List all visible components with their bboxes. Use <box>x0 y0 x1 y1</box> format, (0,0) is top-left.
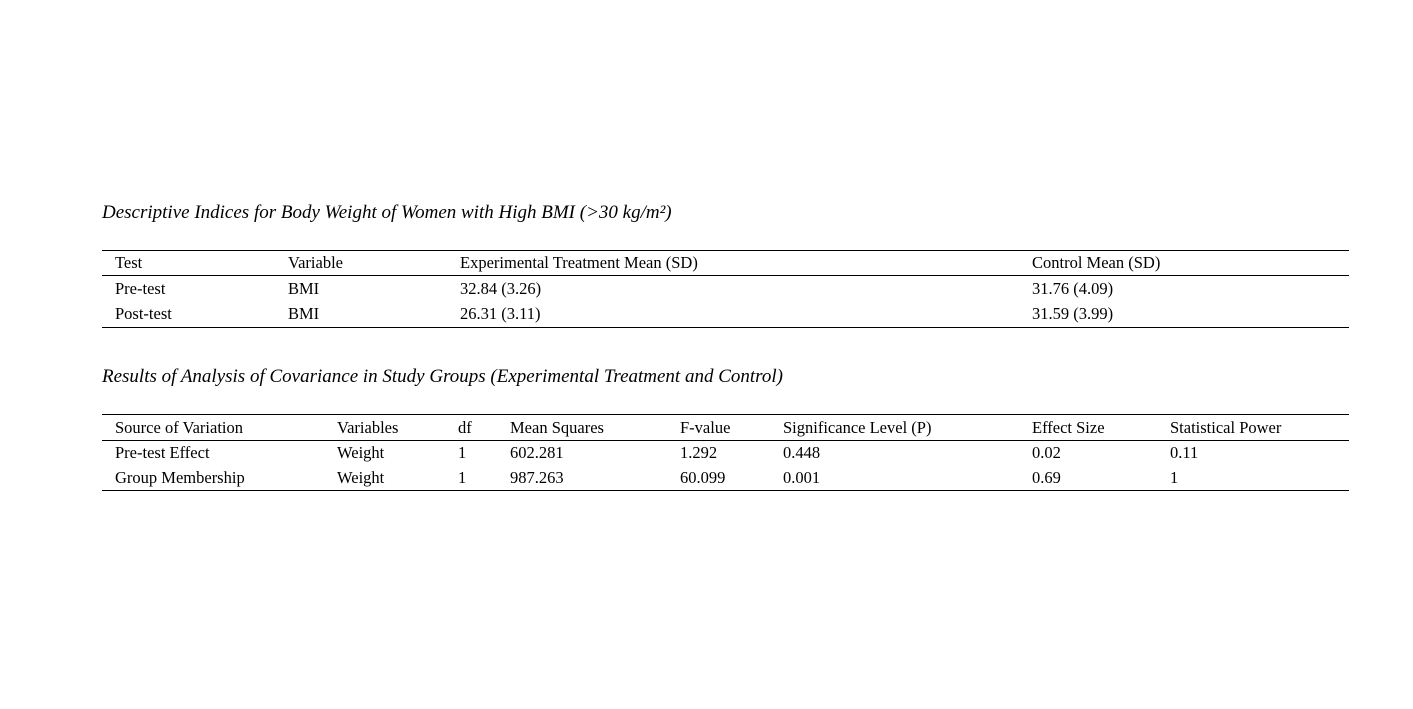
table-header-row: Source of Variation Variables df Mean Sq… <box>102 415 1349 441</box>
header-cell-variable: Variable <box>288 253 343 272</box>
table-cell: 987.263 <box>510 467 564 487</box>
table-cell: 0.001 <box>783 467 821 487</box>
header-cell-effect-size: Effect Size <box>1032 417 1105 437</box>
ancova-table-body: Pre-test Effect Weight 1 602.281 1.292 0… <box>102 441 1349 491</box>
table-row: Pre-test BMI 32.84 (3.26) 31.76 (4.09) <box>102 276 1349 302</box>
table-cell: 1 <box>1170 467 1179 487</box>
table-cell: 0.02 <box>1032 443 1061 463</box>
descriptive-table-body: Pre-test BMI 32.84 (3.26) 31.76 (4.09) P… <box>102 276 1349 328</box>
header-cell-experimental-mean: Experimental Treatment Mean (SD) <box>460 253 698 272</box>
ancova-results-table: Source of Variation Variables df Mean Sq… <box>102 414 1349 491</box>
table-header-row: Test Variable Experimental Treatment Mea… <box>102 251 1349 276</box>
table-cell: BMI <box>288 278 320 298</box>
header-cell-df: df <box>458 417 472 437</box>
table-cell: 32.84 (3.26) <box>460 278 542 298</box>
table-cell: Post-test <box>115 304 172 324</box>
header-cell-f-value: F-value <box>680 417 731 437</box>
table-cell: 1.292 <box>680 443 718 463</box>
header-cell-significance-level: Significance Level (P) <box>783 417 932 437</box>
header-cell-test: Test <box>115 253 143 272</box>
header-cell-source-of-variation: Source of Variation <box>115 417 243 437</box>
ancova-table-caption: Results of Analysis of Covariance in Stu… <box>102 366 783 387</box>
table-row: Group Membership Weight 1 987.263 60.099… <box>102 466 1349 491</box>
table-row: Post-test BMI 26.31 (3.11) 31.59 (3.99) <box>102 302 1349 328</box>
table-cell: BMI <box>288 304 320 324</box>
table-cell: 60.099 <box>680 467 726 487</box>
table-cell: Pre-test <box>115 278 166 298</box>
table-cell: 1 <box>458 443 467 463</box>
table-row: Pre-test Effect Weight 1 602.281 1.292 0… <box>102 441 1349 466</box>
table-cell: 31.76 (4.09) <box>1032 278 1114 298</box>
descriptive-table-caption: Descriptive Indices for Body Weight of W… <box>102 202 672 223</box>
header-cell-control-mean: Control Mean (SD) <box>1032 253 1161 272</box>
header-cell-statistical-power: Statistical Power <box>1170 417 1282 437</box>
header-cell-variables: Variables <box>337 417 399 437</box>
descriptive-indices-table: Test Variable Experimental Treatment Mea… <box>102 250 1349 328</box>
table-cell: 31.59 (3.99) <box>1032 304 1114 324</box>
table-cell: 26.31 (3.11) <box>460 304 541 324</box>
table-cell: Weight <box>337 443 385 463</box>
table-cell: 0.69 <box>1032 467 1061 487</box>
table-cell: 1 <box>458 467 467 487</box>
header-cell-mean-squares: Mean Squares <box>510 417 604 437</box>
descriptive-table-header: Test Variable Experimental Treatment Mea… <box>102 251 1349 276</box>
ancova-table-header: Source of Variation Variables df Mean Sq… <box>102 415 1349 441</box>
table-cell: 602.281 <box>510 443 564 463</box>
table-cell: Pre-test Effect <box>115 443 210 463</box>
table-cell: Weight <box>337 467 385 487</box>
table-cell: 0.448 <box>783 443 821 463</box>
table-cell: Group Membership <box>115 467 245 487</box>
table-cell: 0.11 <box>1170 443 1199 463</box>
